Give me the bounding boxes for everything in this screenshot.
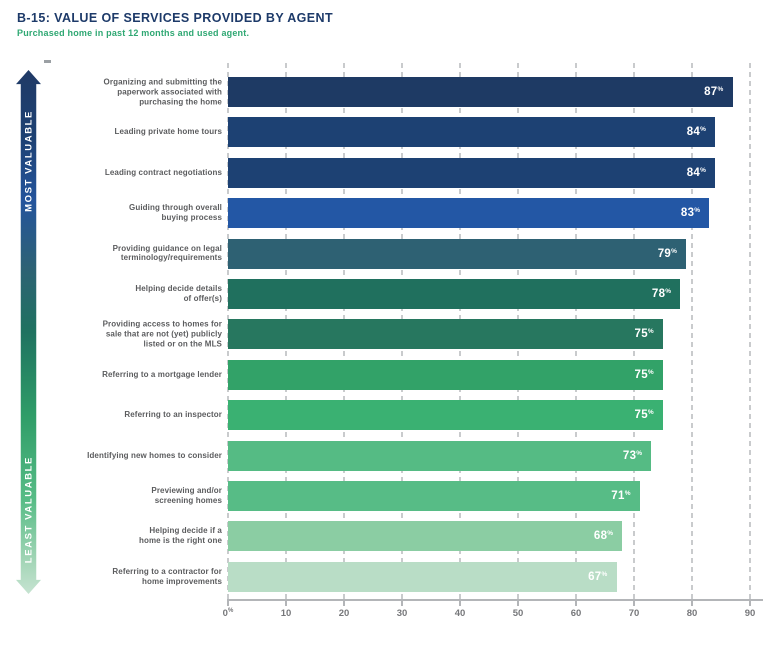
value-label: 67%	[588, 570, 608, 583]
value-label: 87%	[704, 86, 724, 98]
x-tick-label: 0%	[222, 608, 234, 620]
x-tick-label: 70	[628, 608, 640, 619]
chart-subtitle: Purchased home in past 12 months and use…	[17, 28, 250, 38]
value-label: 73%	[622, 449, 643, 462]
value-label: 75%	[634, 409, 654, 422]
value-label: 75%	[634, 368, 654, 381]
value-label: 78%	[651, 288, 672, 300]
bar-row: Organizing and submitting the paperwork …	[0, 77, 768, 107]
x-tick-mark	[343, 599, 345, 606]
x-tick-mark	[227, 599, 229, 606]
value-label: 79%	[657, 247, 678, 260]
bar: 75%	[228, 319, 663, 350]
category-label: Providing guidance on legal terminology/…	[112, 243, 222, 263]
category-label: Referring to an inspector	[124, 410, 222, 420]
bar-row: Leading private home tours 84%	[0, 117, 768, 148]
category-label: Referring to a mortgage lender	[102, 369, 222, 379]
bar-row: Helping decide if a home is the right on…	[0, 521, 768, 552]
x-tick-label: 10	[280, 608, 292, 619]
category-label: Referring to a contractor for home impro…	[112, 567, 222, 586]
bar: 67%	[228, 561, 617, 592]
x-tick-label: 50	[512, 608, 524, 619]
category-label: Leading private home tours	[114, 127, 222, 137]
bar-row: Providing guidance on legal terminology/…	[0, 238, 768, 269]
bar-row: Referring to a mortgage lender 75%	[0, 359, 768, 390]
bar: 78%	[228, 279, 681, 309]
bar: 68%	[228, 521, 623, 552]
x-tick-mark	[749, 599, 751, 606]
bar-row: Helping decide details of offer(s) 78%	[0, 279, 768, 309]
bar: 79%	[228, 238, 687, 269]
bar-row: Leading contract negotiations 84%	[0, 157, 768, 188]
category-label: Leading contract negotiations	[104, 167, 222, 177]
x-tick-mark	[691, 599, 693, 606]
bar-row: Guiding through overall buying process 8…	[0, 198, 768, 229]
bar-row: Referring to an inspector 75%	[0, 400, 768, 431]
value-label: 71%	[611, 490, 631, 502]
x-tick-mark	[633, 599, 635, 606]
x-tick-mark	[401, 599, 403, 606]
bar-row: Providing access to homes for sale that …	[0, 319, 768, 350]
bar: 84%	[228, 117, 716, 148]
x-tick-mark	[517, 599, 519, 606]
bar: 84%	[228, 157, 716, 188]
bar: 87%	[228, 77, 733, 107]
value-label: 68%	[593, 530, 614, 543]
decorative-dash	[44, 60, 51, 63]
category-label: Helping decide if a home is the right on…	[139, 526, 222, 546]
x-tick-label: 30	[396, 608, 408, 619]
x-tick-label: 60	[570, 608, 582, 619]
x-tick-label: 90	[744, 608, 756, 619]
bar-row: Previewing and/or screening homes 71%	[0, 481, 768, 511]
x-tick-label: 40	[454, 608, 466, 619]
x-tick-mark	[575, 599, 577, 606]
category-label: Guiding through overall buying process	[129, 203, 222, 223]
value-label: 84%	[686, 166, 707, 179]
x-tick-label: 80	[686, 608, 698, 619]
x-axis-line	[227, 599, 763, 601]
gridline	[749, 63, 751, 599]
category-label: Providing access to homes for sale that …	[102, 319, 222, 349]
bar: 75%	[228, 359, 663, 390]
x-tick-mark	[285, 599, 287, 606]
category-label: Previewing and/or screening homes	[151, 486, 222, 505]
category-label: Helping decide details of offer(s)	[135, 284, 222, 303]
category-label: Identifying new homes to consider	[87, 450, 222, 460]
x-tick-mark	[459, 599, 461, 606]
gridline	[691, 63, 693, 599]
bar: 75%	[228, 400, 663, 431]
category-label: Organizing and submitting the paperwork …	[103, 77, 222, 106]
bar: 73%	[228, 440, 652, 471]
bar-row: Identifying new homes to consider 73%	[0, 440, 768, 471]
value-label: 75%	[634, 328, 654, 341]
bar-row: Referring to a contractor for home impro…	[0, 561, 768, 592]
value-label: 83%	[680, 207, 701, 220]
value-label: 84%	[686, 126, 707, 139]
bar: 83%	[228, 198, 710, 229]
chart-title: B-15: VALUE OF SERVICES PROVIDED BY AGEN…	[17, 11, 333, 25]
bar: 71%	[228, 481, 640, 511]
x-tick-label: 20	[338, 608, 350, 619]
